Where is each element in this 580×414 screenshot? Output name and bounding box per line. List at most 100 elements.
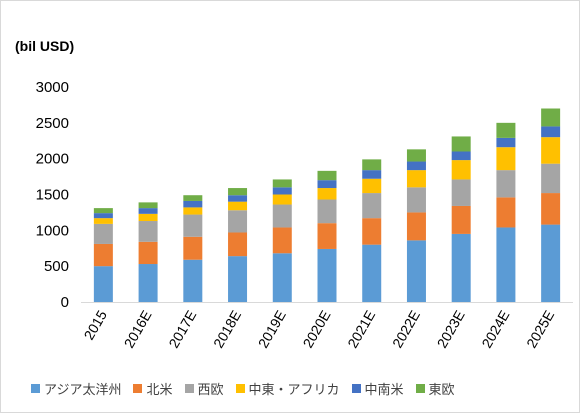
legend-label: 中東・アフリカ <box>248 383 340 398</box>
bar-segment <box>183 195 203 201</box>
legend-swatch <box>235 384 245 393</box>
bar-segment <box>451 151 471 161</box>
bar-segment <box>93 213 113 219</box>
bar-segment <box>541 163 561 194</box>
bar-segment <box>451 233 471 302</box>
bar-segment <box>183 214 203 237</box>
y-tick-label: 2500 <box>36 115 69 132</box>
bar-segment <box>272 253 292 302</box>
y-tick-label: 500 <box>44 258 69 275</box>
bar-segment <box>541 224 561 302</box>
bar-segment <box>272 227 292 254</box>
legend-swatch <box>415 384 425 393</box>
bar-segment <box>317 199 337 224</box>
legend-item: 北米 <box>133 379 173 398</box>
y-tick-label: 3000 <box>36 79 69 96</box>
legend-label: 北米 <box>146 383 173 398</box>
x-tick-label: 2024E <box>478 307 512 350</box>
legend-swatch <box>31 384 40 393</box>
bar-segment <box>228 201 248 211</box>
x-tick-label: 2015 <box>81 307 111 342</box>
bar-segment <box>451 205 471 234</box>
bar-segment <box>496 227 516 302</box>
x-tick-label: 2021E <box>344 308 378 351</box>
bar-segment <box>138 221 158 242</box>
bar-segment <box>362 193 382 219</box>
bar-segment <box>406 187 426 213</box>
bar-segment <box>496 170 516 198</box>
bar-segment <box>362 159 382 171</box>
bar-segment <box>183 259 203 302</box>
bar-segment <box>496 137 516 148</box>
bar-segment <box>138 264 158 302</box>
bar-segment <box>317 188 337 200</box>
bar-segment <box>496 197 516 228</box>
bar-segment <box>228 210 248 233</box>
x-tick-label: 2025E <box>523 308 557 351</box>
bar-segment <box>138 202 158 209</box>
legend-item: 中南米 <box>351 379 404 398</box>
y-tick-label: 1500 <box>36 187 69 204</box>
y-tick-label: 1000 <box>36 222 69 239</box>
legend-swatch <box>184 384 194 393</box>
y-tick-label: 2000 <box>36 151 69 168</box>
x-tick-label: 2019E <box>255 308 289 351</box>
y-tick-label: 0 <box>61 294 69 311</box>
bar-segment <box>406 240 426 302</box>
x-tick-label: 2023E <box>434 308 468 351</box>
bar-segment <box>317 223 337 249</box>
bar-segment <box>406 149 426 162</box>
legend-item: 西欧 <box>184 379 224 398</box>
bar-segment <box>362 244 382 302</box>
bar-segment <box>272 187 292 195</box>
x-tick-label: 2022E <box>389 308 423 351</box>
legend-item: 中東・アフリカ <box>235 379 340 398</box>
bar-segment <box>317 248 337 302</box>
x-tick-label: 2016E <box>121 308 155 351</box>
bar-segment <box>138 213 158 222</box>
bar-segment <box>541 193 561 225</box>
bar-segment <box>406 161 426 171</box>
legend-item: 東欧 <box>415 379 455 398</box>
bar-segment <box>451 179 471 206</box>
bar-segment <box>362 218 382 245</box>
bar-segment <box>272 194 292 205</box>
legend-item: アジア太洋州 <box>31 379 121 398</box>
legend: アジア太洋州 北米 西欧 中東・アフリカ 中南米 東欧 <box>31 379 467 398</box>
bar-segment <box>183 200 203 208</box>
bar-segment <box>183 236 203 260</box>
y-axis-title: (bil USD) <box>15 38 75 54</box>
legend-label: 中南米 <box>364 383 404 398</box>
legend-label: アジア太洋州 <box>44 383 122 398</box>
bar-segment <box>496 147 516 171</box>
bar-segment <box>138 208 158 214</box>
bar-segment <box>541 126 561 138</box>
bar-segment <box>496 122 516 138</box>
bar-segment <box>272 204 292 228</box>
bar-segment <box>228 256 248 302</box>
bar-segment <box>406 212 426 241</box>
bar-segment <box>317 170 337 181</box>
bar-segment <box>228 195 248 202</box>
legend-label: 東欧 <box>428 383 455 398</box>
bar-segment <box>183 207 203 215</box>
bar-segment <box>541 108 561 127</box>
bar-segment <box>362 178 382 194</box>
bar-segment <box>93 218 113 224</box>
x-tick-label: 2020E <box>299 308 333 351</box>
bar-segment <box>451 160 471 180</box>
bar-segment <box>451 136 471 152</box>
bar-segment <box>317 180 337 189</box>
bar-segment <box>93 243 113 267</box>
bar-segment <box>93 266 113 302</box>
bar-segment <box>93 223 113 244</box>
x-tick-label: 2018E <box>210 308 244 351</box>
bar-segment <box>228 188 248 196</box>
legend-swatch <box>351 384 361 393</box>
bar-segment <box>406 170 426 188</box>
bar-segment <box>228 232 248 257</box>
bar-segment <box>138 241 158 265</box>
bar-segment <box>362 170 382 179</box>
